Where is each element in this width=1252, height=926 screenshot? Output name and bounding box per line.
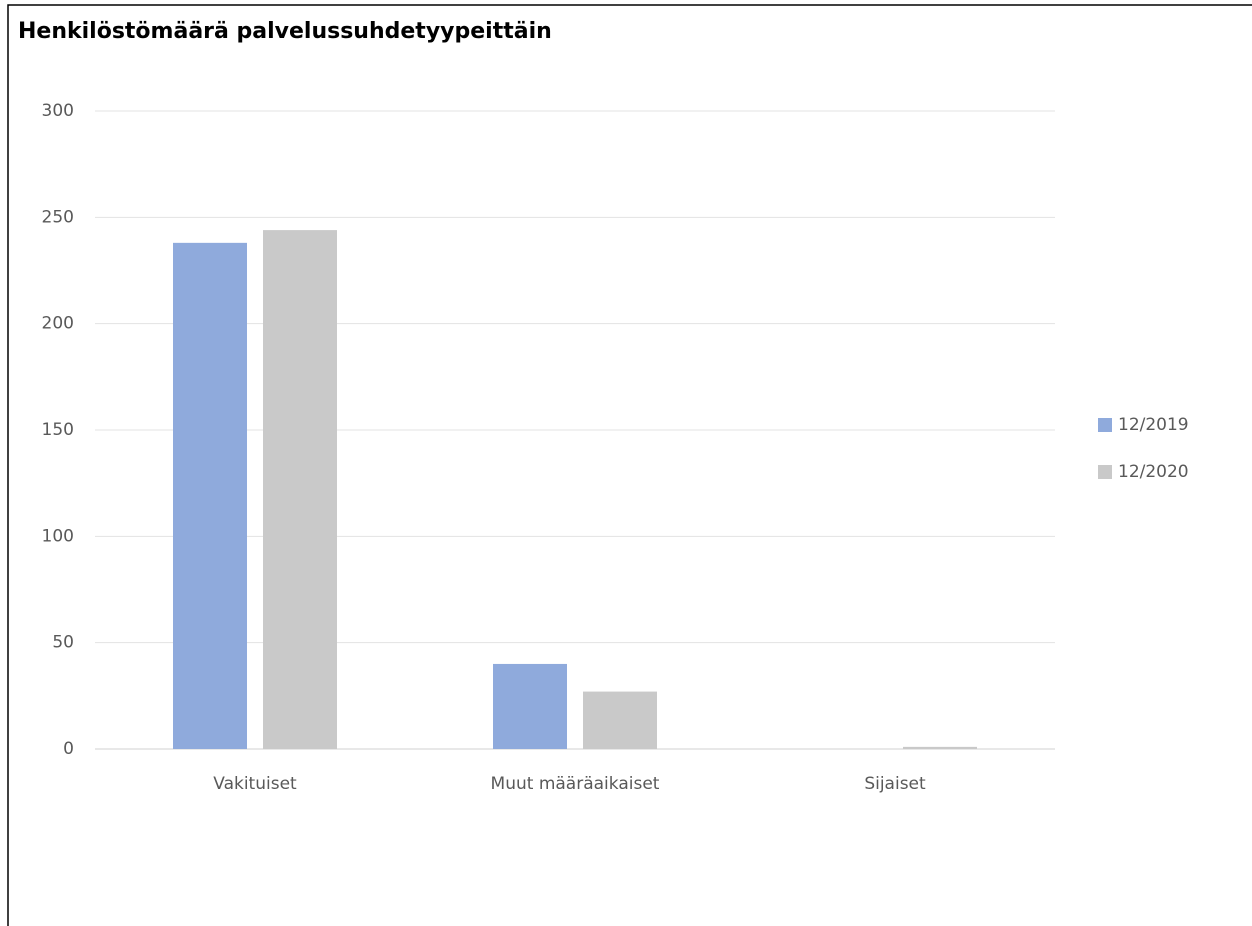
legend-swatch: [1098, 418, 1112, 432]
y-tick-label: 0: [63, 739, 74, 759]
y-tick-label: 100: [42, 526, 74, 546]
y-tick-label: 150: [42, 420, 74, 440]
bar: [173, 242, 247, 749]
legend-label: 12/2020: [1118, 462, 1189, 482]
chart-title: Henkilöstömäärä palvelussuhdetyypeittäin: [18, 19, 552, 44]
x-tick-label: Muut määräaikaiset: [491, 774, 660, 794]
y-tick-label: 300: [42, 101, 74, 121]
bar: [583, 691, 657, 749]
bar: [493, 663, 567, 749]
x-tick-label: Vakituiset: [213, 774, 297, 794]
y-tick-label: 200: [42, 314, 74, 334]
legend-label: 12/2019: [1118, 415, 1189, 435]
y-tick-label: 50: [52, 633, 74, 653]
x-tick-label: Sijaiset: [864, 774, 926, 794]
legend-swatch: [1098, 465, 1112, 479]
y-tick-label: 250: [42, 207, 74, 227]
bar: [903, 746, 977, 749]
bar: [263, 230, 337, 750]
frame: [7, 4, 1252, 926]
